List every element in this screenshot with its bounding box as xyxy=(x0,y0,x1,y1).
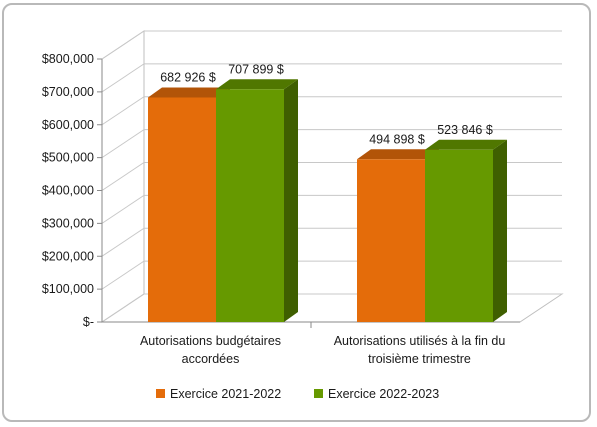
legend-label: Exercice 2022-2023 xyxy=(328,387,439,401)
bar-top xyxy=(425,139,507,150)
bar-front xyxy=(216,89,284,323)
y-tick-label: $- xyxy=(83,315,94,329)
legend: Exercice 2021-2022 Exercice 2022-2023 xyxy=(156,387,439,401)
data-label: 682 926 $ xyxy=(160,70,216,84)
legend-swatch xyxy=(314,389,323,398)
bar-side xyxy=(493,139,507,322)
gridline xyxy=(101,30,562,60)
data-label: 523 846 $ xyxy=(437,123,493,137)
data-labels: 682 926 $ 707 899 $ 494 898 $ 523 846 $ xyxy=(160,62,493,146)
bar-top xyxy=(148,87,230,98)
category-label-line: troisième trimestre xyxy=(368,352,471,366)
y-tick-label: $500,000 xyxy=(42,151,94,165)
legend-item: Exercice 2022-2023 xyxy=(314,387,439,401)
category-label-line: Autorisations budgétaires xyxy=(140,334,281,348)
bars xyxy=(148,79,507,323)
y-tick-label: $600,000 xyxy=(42,118,94,132)
category-labels: Autorisations budgétaires accordéesAutori… xyxy=(140,334,505,366)
legend-item: Exercice 2021-2022 xyxy=(156,387,281,401)
category-label: Autorisations budgétaires accordées xyxy=(140,334,281,366)
legend-label: Exercice 2021-2022 xyxy=(170,387,281,401)
y-tick-label: $400,000 xyxy=(42,184,94,198)
bar-top xyxy=(216,79,298,90)
bar-side xyxy=(284,79,298,323)
category-label: Autorisations utilisés à la fin du troisi… xyxy=(334,334,506,366)
bar xyxy=(425,139,507,322)
legend-swatch xyxy=(156,389,165,398)
bar-top xyxy=(357,149,439,160)
y-tick-label: $200,000 xyxy=(42,249,94,263)
y-tick-label: $300,000 xyxy=(42,216,94,230)
gridline xyxy=(101,129,562,159)
y-tick-label: $100,000 xyxy=(42,282,94,296)
gridline xyxy=(101,63,562,93)
data-label: 494 898 $ xyxy=(369,132,425,146)
y-tick-label: $800,000 xyxy=(42,52,94,66)
y-axis-ticks: $- $100,000 $200,000 $300,000 $400,000 $500,0… xyxy=(42,52,520,329)
category-label-line: Autorisations utilisés à la fin du xyxy=(334,334,506,348)
bar xyxy=(216,79,298,323)
bar-front xyxy=(357,159,425,322)
category-label-line: accordées xyxy=(182,352,240,366)
data-label: 707 899 $ xyxy=(228,62,284,76)
y-tick-label: $700,000 xyxy=(42,85,94,99)
bar-front xyxy=(148,97,216,323)
gridline xyxy=(101,96,562,126)
bar-front xyxy=(425,149,493,322)
